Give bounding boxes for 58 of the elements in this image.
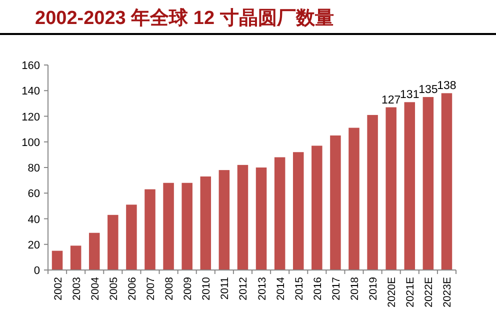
y-tick-label: 0: [34, 265, 40, 277]
x-tick-label: 2017: [330, 276, 342, 300]
x-tick-label: 2022E: [423, 277, 436, 308]
y-tick-label: 100: [22, 136, 40, 149]
chart-title: 2002-2023 年全球 12 寸晶圆厂数量: [35, 7, 334, 29]
bar: [126, 204, 137, 270]
bar: [237, 164, 248, 270]
x-tick-label: 2006: [126, 276, 138, 300]
y-tick-label: 160: [22, 60, 40, 72]
x-tick-label: 2008: [164, 276, 176, 300]
x-tick-label: 2014: [274, 276, 287, 300]
bar: [200, 176, 212, 270]
x-tick-label: 2010: [200, 276, 213, 300]
x-tick-label: 2015: [293, 276, 306, 300]
data-label: 131: [400, 89, 420, 102]
data-label: 127: [381, 94, 401, 106]
x-tick-label: 2007: [145, 276, 157, 300]
bar: [256, 168, 267, 270]
bar: [88, 232, 100, 270]
bar: [52, 250, 63, 270]
data-label: 138: [437, 80, 456, 92]
x-tick-label: 2003: [70, 276, 83, 300]
x-tick-label: 2013: [256, 276, 268, 300]
bar: [441, 93, 452, 270]
x-tick-label: 2021E: [404, 277, 417, 308]
y-tick-label: 20: [28, 239, 40, 252]
y-tick-label: 60: [28, 188, 40, 200]
y-tick-label: 40: [28, 214, 40, 226]
x-tick-label: 2005: [108, 276, 120, 300]
x-tick-label: 2004: [89, 276, 102, 300]
bar: [330, 135, 341, 270]
bar: [312, 146, 322, 270]
bar: [70, 246, 82, 270]
x-tick-label: 2019: [368, 276, 380, 300]
x-tick-label: 2002: [52, 276, 64, 300]
x-tick-label: 2018: [349, 276, 361, 300]
bar: [163, 182, 174, 270]
bar: [108, 214, 118, 270]
y-tick-label: 140: [22, 86, 40, 98]
bar: [182, 182, 192, 270]
x-tick-label: 2020E: [386, 277, 398, 308]
x-tick-label: 2012: [238, 276, 250, 300]
bar: [292, 152, 304, 270]
bar: [404, 102, 416, 270]
bar: [274, 157, 286, 270]
bar: [144, 189, 156, 270]
x-tick-label: 2023E: [442, 277, 454, 308]
bar: [367, 114, 378, 270]
y-tick-label: 80: [28, 162, 40, 174]
x-tick-label: 2009: [182, 276, 194, 300]
data-label: 135: [418, 84, 438, 96]
y-tick-label: 120: [22, 111, 40, 124]
bar: [218, 170, 230, 270]
bar: [422, 97, 434, 270]
x-tick-label: 2011: [219, 276, 232, 300]
bar: [386, 107, 396, 270]
x-tick-label: 2016: [312, 276, 324, 300]
bar: [348, 128, 360, 270]
